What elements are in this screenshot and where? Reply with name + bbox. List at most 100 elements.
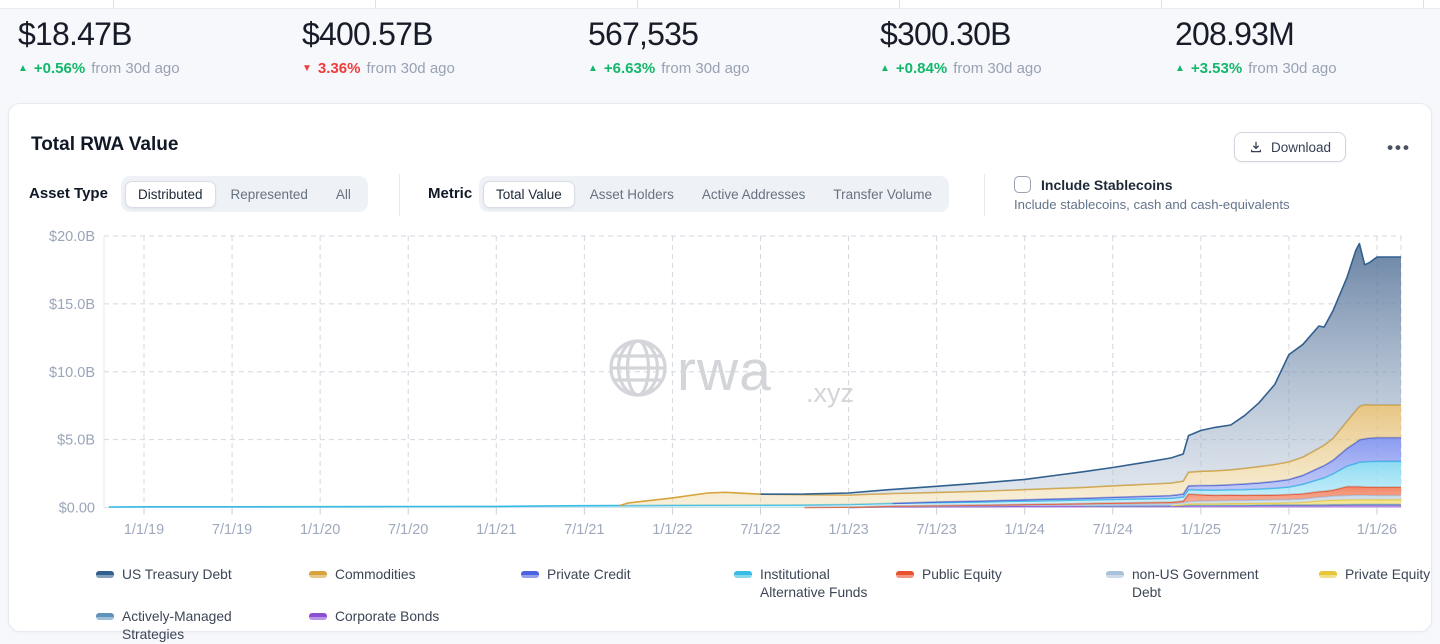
legend-item-us-treasury-debt[interactable]: US Treasury Debt	[96, 566, 232, 584]
triangle-up-icon: ▲	[1175, 62, 1185, 74]
metric-segmented-control: Total Value Asset Holders Active Addresses…	[479, 176, 949, 212]
stat-value: $18.47B	[18, 16, 132, 52]
stat-delta-percent: +3.53%	[1190, 60, 1243, 77]
chart-axes: $0.00 $5.0B $10.0B $15.0B $20.0B 1/1/19 7/1/19…	[49, 229, 1397, 538]
stats-row: $18.47B ▲ +0.56% from 30d ago $400.57B ▼ 3.36%…	[0, 9, 1440, 101]
area-non-us-government-debt	[848, 495, 1401, 508]
divider	[399, 174, 400, 216]
legend-label: Actively-Managed Strategies	[122, 609, 232, 643]
legend-swatch	[1106, 571, 1124, 578]
y-axis-tick-label: $15.0B	[49, 297, 95, 313]
x-axis-tick-label: 1/1/24	[1005, 522, 1045, 538]
x-axis-tick-label: 7/1/23	[916, 522, 956, 538]
header-card-edge	[899, 0, 900, 8]
stat-block: $400.57B ▼ 3.36% from 30d ago	[302, 13, 455, 77]
triangle-up-icon: ▲	[18, 62, 28, 74]
header-card-edge	[1423, 0, 1424, 8]
stat-delta: ▲ +0.56% from 30d ago	[18, 60, 180, 77]
legend-label: Private Equity	[1345, 567, 1431, 582]
asset-type-option-represented[interactable]: Represented	[230, 186, 308, 202]
stat-block: $300.30B ▲ +0.84% from 30d ago	[880, 13, 1042, 77]
legend-item-private-equity[interactable]: Private Equity	[1319, 566, 1430, 584]
legend-swatch	[521, 571, 539, 578]
stat-block: $18.47B ▲ +0.56% from 30d ago	[18, 13, 180, 77]
download-label: Download	[1271, 139, 1332, 155]
legend-label: Institutional Alternative Funds	[760, 567, 868, 601]
legend-swatch	[96, 613, 114, 620]
x-axis-tick-label: 7/1/22	[740, 522, 780, 538]
x-axis-tick-label: 7/1/20	[388, 522, 428, 538]
triangle-down-icon: ▼	[302, 62, 312, 74]
x-axis-tick-label: 1/1/23	[828, 522, 868, 538]
stat-delta-percent: +0.56%	[33, 60, 86, 77]
asset-type-label: Asset Type	[29, 185, 108, 202]
stat-delta: ▲ +6.63% from 30d ago	[588, 60, 750, 77]
y-axis-tick-label: $20.0B	[49, 229, 95, 245]
include-stablecoins-description: Include stablecoins, cash and cash-equiv…	[1014, 197, 1290, 212]
header-card-edge	[113, 0, 114, 8]
x-axis-tick-label: 1/1/19	[124, 522, 164, 538]
stat-delta-percent: 3.36%	[317, 60, 361, 77]
asset-type-segmented-control: Distributed Represented All	[121, 176, 368, 212]
y-axis-tick-label: $0.00	[59, 501, 95, 517]
legend-item-actively-managed-strategies[interactable]: Actively-Managed Strategies	[96, 608, 272, 644]
asset-type-option-all[interactable]: All	[335, 186, 351, 202]
metric-option-asset-holders[interactable]: Asset Holders	[589, 186, 674, 202]
y-axis-tick-label: $5.0B	[57, 433, 95, 449]
include-stablecoins-checkbox[interactable]	[1014, 176, 1031, 193]
stat-delta-caption: from 30d ago	[953, 60, 1042, 77]
rwa-xyz-watermark: rwa .xyz	[609, 339, 854, 408]
legend-item-commodities[interactable]: Commodities	[309, 566, 416, 584]
legend-label: Commodities	[335, 567, 416, 582]
legend-label: US Treasury Debt	[122, 567, 232, 582]
watermark-text: rwa	[677, 339, 772, 403]
total-rwa-value-chart[interactable]: rwa .xyz $0.00 $5.0B $10.0B $15.0B $20.0B 1/1/1…	[9, 216, 1433, 556]
legend-item-public-equity[interactable]: Public Equity	[896, 566, 1002, 584]
metric-option-transfer-volume[interactable]: Transfer Volume	[833, 186, 932, 202]
stat-value: 567,535	[588, 16, 699, 52]
triangle-up-icon: ▲	[880, 62, 890, 74]
x-axis-tick-label: 1/1/25	[1181, 522, 1221, 538]
more-options-button[interactable]: •••	[1381, 132, 1417, 162]
stat-block: 567,535 ▲ +6.63% from 30d ago	[588, 13, 750, 77]
watermark-suffix: .xyz	[806, 378, 854, 408]
download-button[interactable]: Download	[1234, 132, 1347, 162]
metric-option-active-addresses[interactable]: Active Addresses	[701, 186, 806, 202]
legend-item-institutional-alternative-funds[interactable]: Institutional Alternative Funds	[734, 566, 888, 602]
cropped-header-row	[0, 0, 1440, 9]
legend-item-private-credit[interactable]: Private Credit	[521, 566, 631, 584]
asset-type-option-distributed[interactable]: Distributed	[125, 180, 216, 208]
x-axis-tick-label: 7/1/19	[212, 522, 252, 538]
legend-item-corporate-bonds[interactable]: Corporate Bonds	[309, 608, 439, 626]
x-axis-tick-label: 1/1/21	[476, 522, 516, 538]
legend-item-non-us-government-debt[interactable]: non-US Government Debt	[1106, 566, 1284, 602]
legend-swatch	[734, 571, 752, 578]
page-title: Total RWA Value	[31, 134, 179, 155]
legend-label: non-US Government Debt	[1132, 567, 1259, 601]
triangle-up-icon: ▲	[588, 62, 598, 74]
legend-swatch	[96, 571, 114, 578]
stat-value: $300.30B	[880, 16, 1011, 52]
total-rwa-value-card: Total RWA Value Download ••• Asset Type …	[8, 103, 1433, 642]
area-actively-managed-strategies	[1082, 504, 1401, 506]
metric-label: Metric	[428, 185, 473, 202]
stat-delta-percent: +0.84%	[895, 60, 948, 77]
x-axis-tick-label: 1/1/22	[652, 522, 692, 538]
include-stablecoins-group: Include Stablecoins Include stablecoins,…	[1014, 176, 1290, 212]
y-axis-tick-label: $10.0B	[49, 365, 95, 381]
include-stablecoins-label[interactable]: Include Stablecoins	[1041, 176, 1173, 193]
stat-value: $400.57B	[302, 16, 433, 52]
stat-value: 208.93M	[1175, 16, 1295, 52]
header-card-edge	[1161, 0, 1162, 8]
header-card-edge	[375, 0, 376, 8]
area-private-credit	[892, 437, 1401, 504]
stat-delta: ▼ 3.36% from 30d ago	[302, 60, 455, 77]
stat-block: 208.93M ▲ +3.53% from 30d ago	[1175, 13, 1337, 77]
metric-option-total-value[interactable]: Total Value	[483, 180, 575, 208]
stat-delta-caption: from 30d ago	[1248, 60, 1337, 77]
area-commodities	[619, 404, 1401, 506]
legend-swatch	[309, 613, 327, 620]
x-axis-tick-label: 7/1/25	[1269, 522, 1309, 538]
area-us-treasury-debt	[760, 243, 1401, 495]
